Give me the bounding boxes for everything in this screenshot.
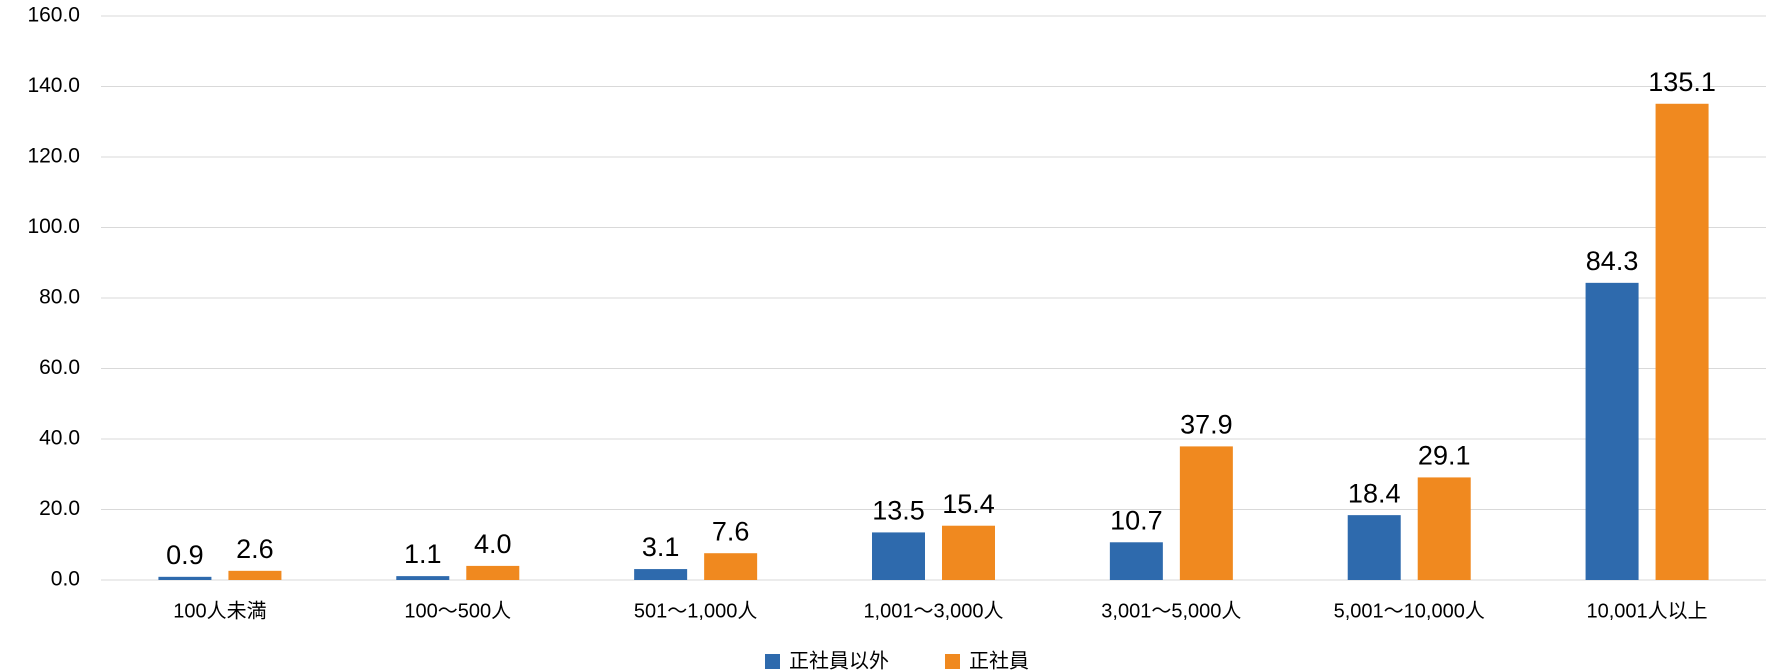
y-tick-label: 120.0	[27, 145, 80, 168]
y-tick-label: 80.0	[39, 286, 80, 309]
x-tick-label: 501〜1,000人	[634, 599, 757, 622]
value-label: 2.6	[236, 534, 274, 564]
bar	[396, 576, 450, 580]
bar	[704, 553, 758, 580]
y-tick-label: 160.0	[27, 4, 80, 27]
y-tick-label: 60.0	[39, 356, 80, 379]
bar	[942, 525, 995, 580]
bar	[872, 532, 925, 580]
bar	[1655, 103, 1709, 581]
legend-swatch	[765, 654, 780, 669]
bar	[1585, 282, 1639, 580]
bar	[1347, 515, 1401, 580]
x-tick-label: 1,001〜3,000人	[863, 599, 1003, 622]
x-tick-label: 100人未満	[173, 599, 266, 622]
value-label: 29.1	[1418, 441, 1471, 471]
value-label: 18.4	[1348, 478, 1401, 508]
bar	[1417, 477, 1471, 580]
value-label: 10.7	[1110, 505, 1163, 535]
bar	[228, 570, 282, 580]
value-label: 84.3	[1586, 246, 1639, 276]
value-label: 37.9	[1180, 410, 1233, 440]
legend-label: 正社員以外	[789, 649, 889, 672]
value-label: 135.1	[1648, 67, 1716, 97]
y-tick-label: 140.0	[27, 74, 80, 97]
bar	[158, 576, 212, 580]
value-label: 4.0	[474, 529, 512, 559]
value-label: 7.6	[712, 516, 750, 546]
value-label: 15.4	[942, 489, 995, 519]
value-label: 13.5	[872, 496, 925, 526]
legend-swatch	[945, 654, 960, 669]
y-tick-label: 0.0	[51, 568, 80, 591]
x-tick-label: 3,001〜5,000人	[1101, 599, 1241, 622]
bar	[466, 565, 520, 580]
bar	[634, 569, 688, 580]
value-label: 0.9	[166, 540, 204, 570]
value-label: 3.1	[642, 532, 680, 562]
value-label: 1.1	[404, 539, 442, 569]
y-tick-label: 40.0	[39, 427, 80, 450]
x-tick-label: 5,001〜10,000人	[1334, 599, 1485, 622]
legend-label: 正社員	[969, 649, 1029, 672]
bar	[1109, 542, 1163, 580]
x-tick-label: 10,001人以上	[1586, 599, 1707, 622]
y-tick-label: 100.0	[27, 215, 80, 238]
y-tick-label: 20.0	[39, 497, 80, 520]
x-tick-label: 100〜500人	[404, 599, 511, 622]
bar	[1179, 446, 1233, 580]
